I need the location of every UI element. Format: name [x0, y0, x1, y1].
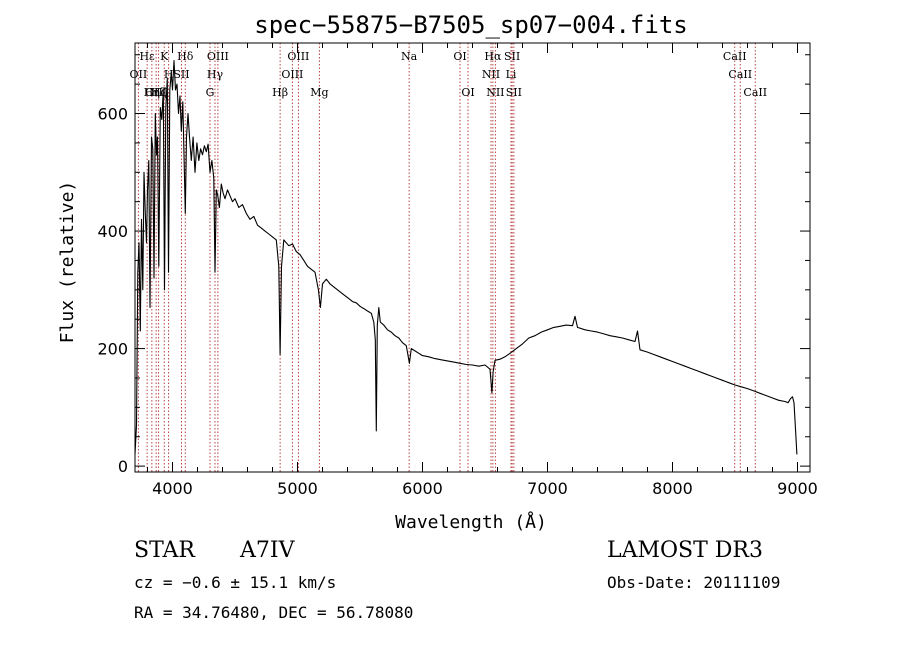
- line-marker-label: Hη: [144, 86, 160, 99]
- object-subclass: A7IV: [240, 538, 295, 563]
- x-tick-label: 4000: [152, 479, 193, 498]
- y-axis-label: Flux (relative): [57, 181, 78, 344]
- spectral-line-markers: [137, 43, 756, 472]
- line-marker-label: SII: [173, 68, 189, 81]
- line-marker-label: H: [164, 68, 174, 81]
- y-tick-label: 600: [97, 105, 128, 124]
- y-tick-label: 400: [97, 222, 128, 241]
- line-marker-label: Hγ: [207, 68, 224, 81]
- x-tick-label: 6000: [402, 479, 443, 498]
- survey-name: LAMOST DR3: [607, 538, 763, 563]
- line-marker-label: NII: [482, 68, 500, 81]
- coordinates: RA = 34.76480, DEC = 56.78080: [134, 603, 414, 622]
- line-marker-label: Na: [401, 50, 418, 63]
- line-marker-label: Hα: [484, 50, 502, 63]
- line-marker-label: Hδ: [177, 50, 194, 63]
- observation-date: Obs-Date: 20111109: [607, 573, 781, 592]
- line-marker-label: OIII: [207, 50, 229, 63]
- x-tick-label: 9000: [777, 479, 818, 498]
- line-marker-label: K: [160, 50, 169, 63]
- chart-title: spec−55875−B7505_sp07−004.fits: [254, 11, 687, 39]
- flux-series-line: [134, 60, 798, 455]
- y-tick-label: 0: [118, 457, 128, 476]
- line-marker-label: OIII: [145, 86, 167, 99]
- line-marker-label: CaII: [743, 86, 767, 99]
- line-marker-label: OIII: [287, 50, 309, 63]
- line-marker-label: G: [206, 86, 215, 99]
- x-axis-ticks: 4000 5000 6000 7000 8000 9000: [147, 43, 818, 498]
- object-type: STAR: [134, 538, 195, 563]
- x-tick-label: 5000: [277, 479, 318, 498]
- x-tick-label: 8000: [652, 479, 693, 498]
- line-marker-label: Mg: [310, 86, 328, 99]
- redshift-text: cz = −0.6 ± 15.1 km/s: [134, 573, 337, 592]
- x-axis-label: Wavelength (Å): [395, 511, 547, 533]
- plot-frame: [134, 42, 811, 473]
- x-tick-label: 7000: [527, 479, 568, 498]
- line-marker-label: Hε: [139, 50, 155, 63]
- y-tick-label: 200: [97, 340, 128, 359]
- line-marker-label: Hβ: [272, 86, 288, 99]
- line-marker-label: SII: [504, 50, 520, 63]
- line-marker-label: OI: [461, 86, 474, 99]
- line-marker-label: OI: [453, 50, 466, 63]
- line-marker-label: NII: [486, 86, 504, 99]
- line-marker-label: OIII: [281, 68, 303, 81]
- line-marker-label: SII: [506, 86, 522, 99]
- line-marker-label: Li: [506, 68, 517, 81]
- line-marker-label: OII: [130, 68, 148, 81]
- line-marker-label: CaII: [728, 68, 752, 81]
- line-marker-label: CaII: [723, 50, 747, 63]
- y-axis-ticks: 0 200 400 600: [97, 54, 810, 476]
